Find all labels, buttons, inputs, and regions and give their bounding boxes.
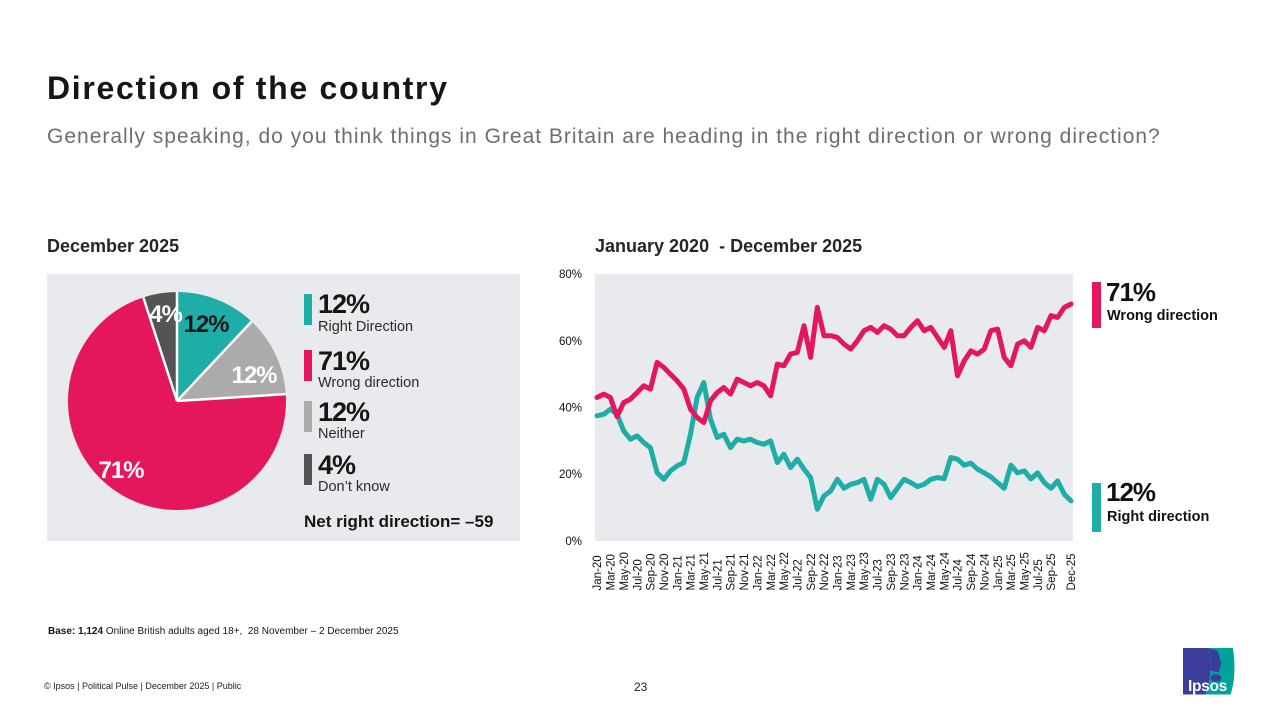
svg-text:May-21: May-21 (699, 552, 711, 590)
svg-text:May-24: May-24 (939, 552, 951, 591)
svg-text:60%: 60% (559, 336, 582, 348)
svg-text:Jul-20: Jul-20 (632, 559, 644, 590)
svg-text:0%: 0% (565, 536, 582, 548)
svg-text:Mar-24: Mar-24 (926, 553, 938, 590)
svg-text:Mar-22: Mar-22 (766, 554, 778, 590)
svg-text:Nov-21: Nov-21 (739, 553, 751, 590)
svg-text:Sep-23: Sep-23 (886, 553, 898, 590)
svg-text:40%: 40% (559, 403, 582, 415)
svg-text:Mar-21: Mar-21 (686, 554, 698, 590)
svg-text:Nov-22: Nov-22 (819, 553, 831, 590)
svg-text:Sep-22: Sep-22 (806, 553, 818, 590)
svg-text:Nov-24: Nov-24 (979, 553, 991, 591)
svg-text:12%: 12% (183, 311, 229, 338)
svg-text:Dec-25: Dec-25 (1066, 553, 1078, 590)
svg-text:Jul-23: Jul-23 (873, 559, 885, 590)
svg-text:Jan-25: Jan-25 (993, 555, 1005, 590)
svg-text:Sep-24: Sep-24 (966, 553, 978, 591)
svg-text:Jul-22: Jul-22 (793, 559, 805, 590)
svg-text:4%: 4% (149, 301, 182, 328)
svg-text:80%: 80% (559, 269, 582, 281)
svg-text:12%: 12% (231, 362, 277, 389)
svg-text:Jan-22: Jan-22 (752, 555, 764, 590)
svg-text:Jan-21: Jan-21 (672, 555, 684, 590)
svg-text:71%: 71% (98, 457, 144, 484)
svg-text:Sep-25: Sep-25 (1046, 553, 1058, 590)
svg-text:Jul-24: Jul-24 (953, 559, 965, 591)
svg-text:May-22: May-22 (779, 552, 791, 590)
svg-text:May-23: May-23 (859, 552, 871, 590)
svg-text:Mar-25: Mar-25 (1006, 554, 1018, 590)
svg-text:Jan-23: Jan-23 (833, 555, 845, 590)
svg-text:May-25: May-25 (1020, 552, 1032, 590)
svg-text:Jan-24: Jan-24 (913, 555, 925, 591)
svg-text:Jan-20: Jan-20 (592, 555, 604, 590)
svg-text:Ipsos: Ipsos (1188, 678, 1227, 695)
svg-text:Sep-20: Sep-20 (646, 553, 658, 590)
svg-text:May-20: May-20 (619, 552, 631, 590)
svg-text:Mar-23: Mar-23 (846, 554, 858, 590)
svg-text:Nov-20: Nov-20 (659, 553, 671, 590)
svg-text:Mar-20: Mar-20 (606, 554, 618, 590)
svg-text:Nov-23: Nov-23 (899, 553, 911, 590)
svg-text:Sep-21: Sep-21 (726, 553, 738, 590)
svg-text:20%: 20% (559, 469, 582, 481)
svg-text:Jul-21: Jul-21 (712, 559, 724, 590)
svg-text:Jul-25: Jul-25 (1033, 559, 1045, 590)
